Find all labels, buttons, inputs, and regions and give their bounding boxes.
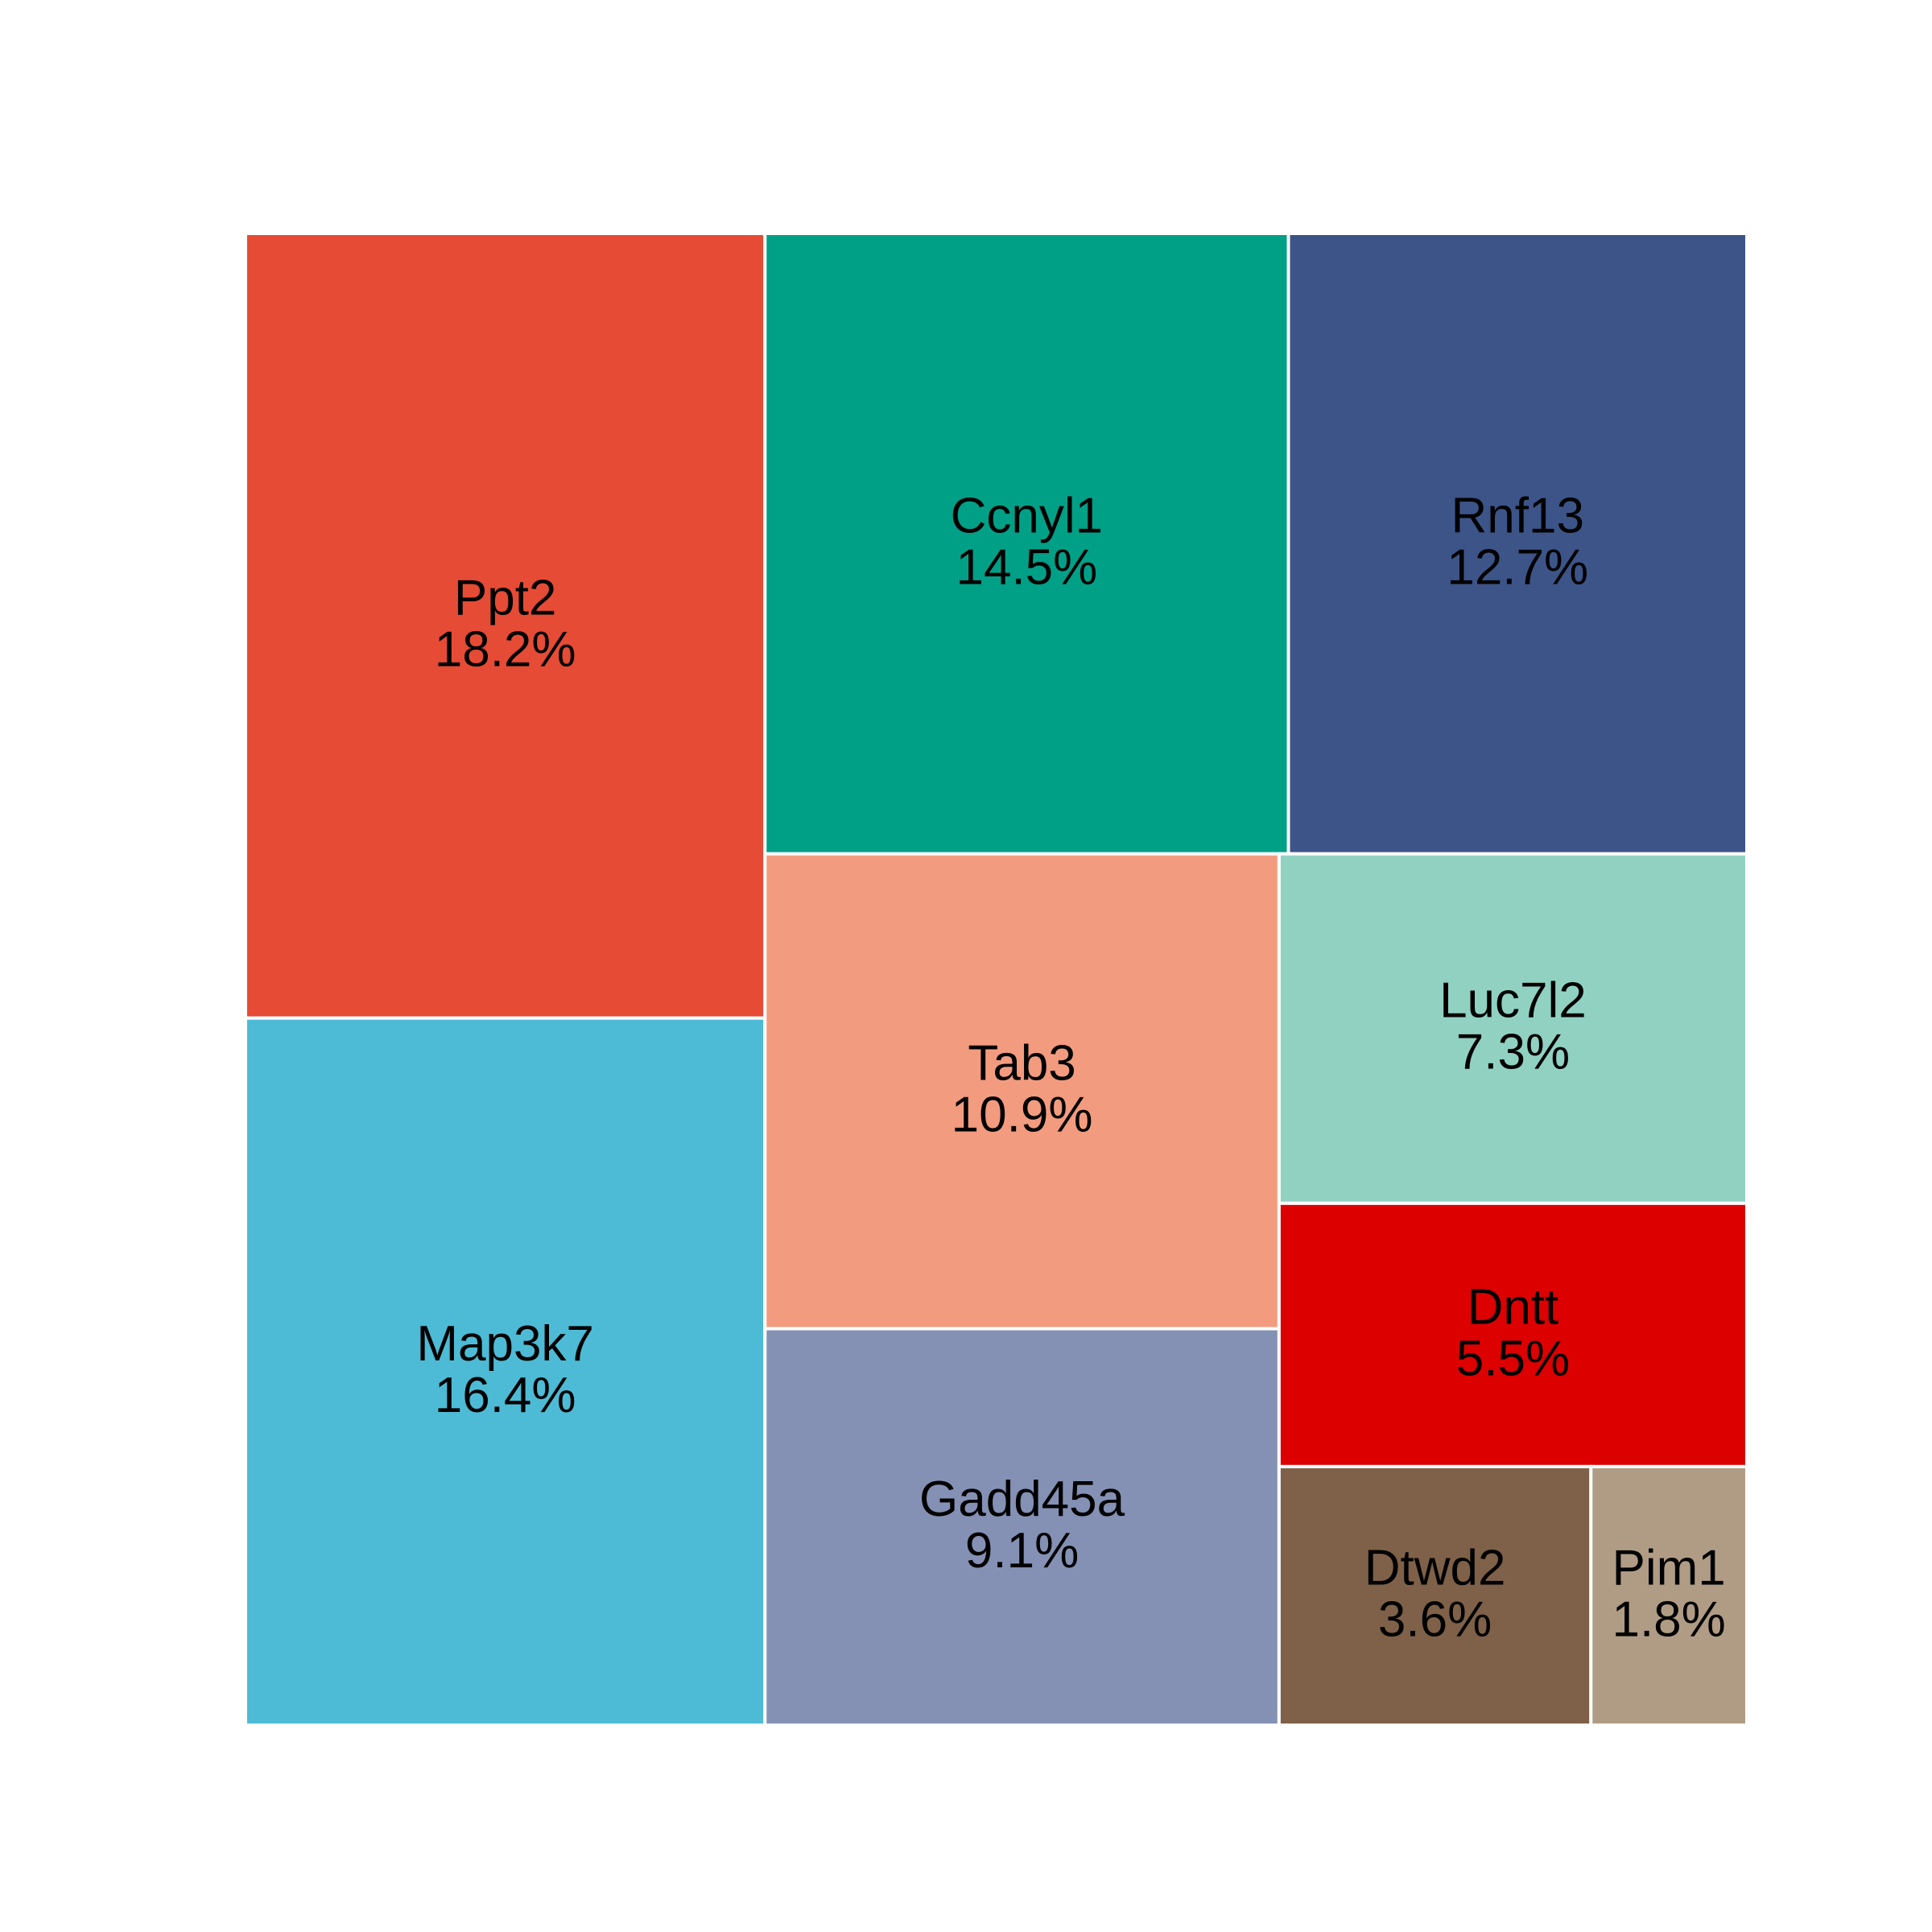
tile-name-pim1: Pim1 [1612, 1540, 1726, 1596]
tile-map3k7 [244, 1016, 767, 1728]
tile-pim1 [1589, 1464, 1748, 1728]
tile-name-rnf13: Rnf13 [1451, 488, 1584, 543]
tile-value-rnf13: 12.7% [1447, 539, 1588, 595]
tile-dntt [1277, 1201, 1748, 1468]
tile-value-luc7l2: 7.3% [1456, 1025, 1570, 1080]
tile-name-luc7l2: Luc7l2 [1439, 973, 1587, 1029]
tile-ccnyl1 [763, 232, 1290, 856]
tile-name-map3k7: Map3k7 [416, 1316, 594, 1372]
tile-name-ccnyl1: Ccnyl1 [951, 488, 1104, 543]
tile-value-dtwd2: 3.6% [1378, 1591, 1492, 1647]
tile-value-tab3: 10.9% [952, 1088, 1093, 1143]
tile-value-ccnyl1: 14.5% [956, 539, 1097, 595]
tile-value-ppt2: 18.2% [435, 621, 576, 677]
tile-value-pim1: 1.8% [1612, 1591, 1725, 1647]
tile-ppt2 [244, 232, 767, 1020]
tile-name-tab3: Tab3 [968, 1036, 1075, 1092]
tile-value-gadd45a: 9.1% [965, 1523, 1079, 1579]
tile-name-gadd45a: Gadd45a [919, 1472, 1125, 1527]
tile-rnf13 [1286, 232, 1748, 856]
tile-value-map3k7: 16.4% [435, 1368, 576, 1423]
tile-name-dntt: Dntt [1468, 1279, 1559, 1335]
tile-gadd45a [763, 1327, 1281, 1727]
tile-value-dntt: 5.5% [1456, 1331, 1570, 1386]
tile-dtwd2 [1277, 1464, 1593, 1728]
tile-name-ppt2: Ppt2 [454, 570, 557, 625]
tile-tab3 [763, 852, 1281, 1331]
tile-name-dtwd2: Dtwd2 [1364, 1540, 1506, 1596]
